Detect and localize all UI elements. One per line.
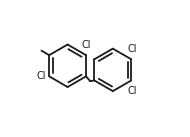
Text: Cl: Cl: [82, 40, 91, 50]
Text: Cl: Cl: [127, 86, 137, 96]
Text: Cl: Cl: [127, 44, 137, 54]
Text: Cl: Cl: [36, 71, 46, 81]
